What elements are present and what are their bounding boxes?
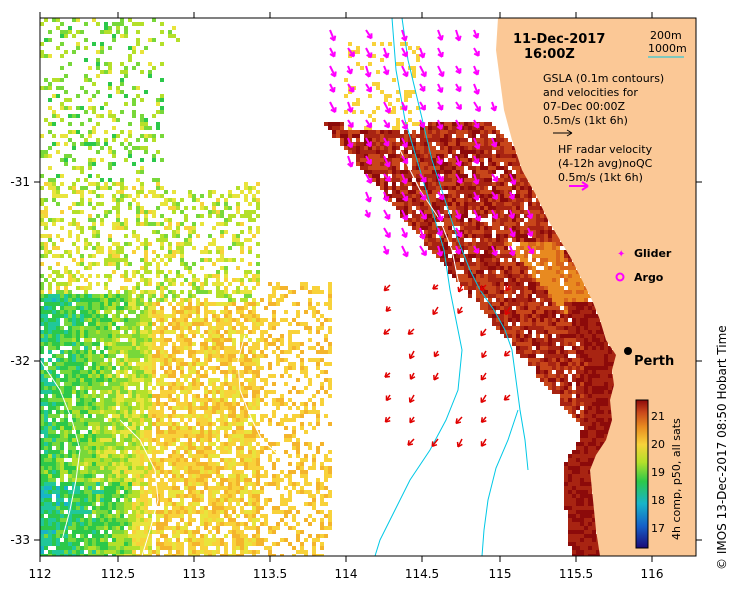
colorbar-tick: 19 <box>651 466 665 479</box>
isobath-shelf <box>481 409 519 556</box>
colorbar-label: 4h comp, p50, all sats <box>670 418 683 540</box>
gsla-contour-mid <box>119 419 159 556</box>
colorbar <box>635 399 649 549</box>
isobath-legend-200m: 200m <box>650 29 682 42</box>
axis-ticks: 112 112.5 113 113.5 114 114.5 115 115.5 116 -31 -3… <box>10 12 702 581</box>
x-tick-label: 112.5 <box>101 567 135 581</box>
isobath-1000m <box>374 18 463 556</box>
map-date: 11-Dec-2017 <box>513 32 605 47</box>
hf-legend-line3: 0.5m/s (1kt 6h) <box>558 171 643 184</box>
y-tick-label: -33 <box>10 533 30 547</box>
colorbar-tick: 18 <box>651 494 665 507</box>
x-tick-label: 114.5 <box>405 567 439 581</box>
gsla-legend-line1: GSLA (0.1m contours) <box>543 72 664 85</box>
plot-frame <box>39 17 697 557</box>
argo-marker-icon <box>615 272 625 282</box>
colorbar-tick: 21 <box>651 410 665 423</box>
gsla-contour-east <box>237 334 283 459</box>
x-tick-label: 114 <box>335 567 358 581</box>
glider-label: Glider <box>634 247 672 260</box>
hf-radar-arrows <box>329 29 535 258</box>
colorbar-ticks: 21 20 19 18 17 <box>651 410 665 535</box>
hf-legend-arrow <box>569 181 589 191</box>
colorbar-tick: 20 <box>651 438 665 451</box>
x-tick-label: 113.5 <box>253 567 287 581</box>
x-tick-label: 113 <box>183 567 206 581</box>
hf-legend-line2: (4-12h avg)noQC <box>558 157 653 170</box>
perth-marker-icon <box>624 347 632 355</box>
map-time: 16:00Z <box>524 47 575 62</box>
glider-marker-icon: ✦ <box>617 249 625 260</box>
gsla-legend-line4: 0.5m/s (1kt 6h) <box>543 114 628 127</box>
x-tick-label: 112 <box>29 567 52 581</box>
isobath-legend-1000m: 1000m <box>648 42 687 55</box>
x-tick-label: 115 <box>489 567 512 581</box>
gsla-legend-line2: and velocities for <box>543 86 638 99</box>
hf-legend-line1: HF radar velocity <box>558 143 653 156</box>
credit-text: © IMOS 13-Dec-2017 08:50 Hobart Time <box>715 325 729 570</box>
gsla-velocity-arrows <box>383 284 511 448</box>
y-tick-label: -32 <box>10 354 30 368</box>
gsla-legend-line3: 07-Dec 00:00Z <box>543 100 625 113</box>
y-tick-label: -31 <box>10 175 30 189</box>
colorbar-tick: 17 <box>651 522 665 535</box>
plot-area <box>40 18 696 556</box>
gsla-contour-current <box>399 149 467 321</box>
perth-label: Perth <box>634 354 674 369</box>
x-tick-label: 116 <box>641 567 664 581</box>
gsla-contour-west <box>40 359 81 541</box>
argo-label: Argo <box>634 271 664 284</box>
gsla-legend-arrow <box>553 129 573 137</box>
x-tick-label: 115.5 <box>559 567 593 581</box>
